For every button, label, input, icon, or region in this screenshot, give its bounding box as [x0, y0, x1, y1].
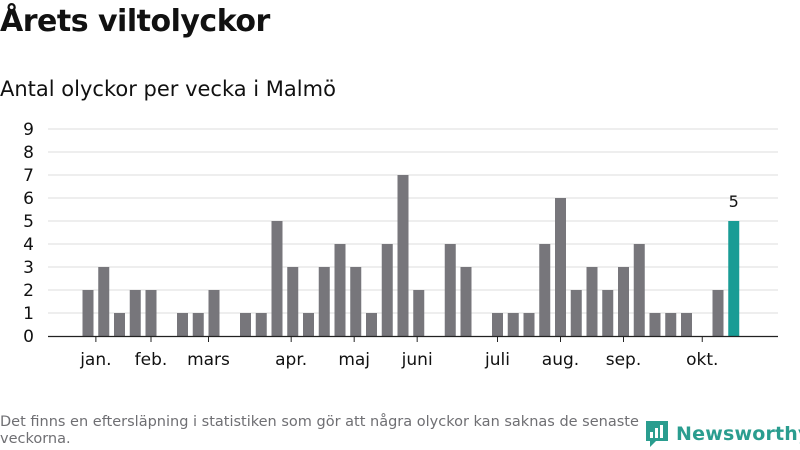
bar: [240, 313, 251, 336]
brand-logo[interactable]: Newsworthy: [644, 418, 800, 450]
bar: [507, 313, 519, 336]
bar: [381, 244, 393, 336]
bar: [681, 313, 692, 336]
x-tick-label: apr.: [275, 350, 307, 370]
y-tick-label: 1: [23, 304, 34, 324]
footnote: Det finns en eftersläpning i statistiken…: [0, 414, 639, 447]
bar: [350, 267, 362, 336]
bar: [334, 244, 346, 336]
chart-title: Årets viltolyckor: [0, 4, 270, 39]
x-tick-label: juli: [484, 350, 510, 370]
bar: [633, 244, 645, 336]
x-tick-label: jan.: [79, 350, 111, 370]
x-tick-label: okt.: [686, 350, 718, 370]
bar: [555, 198, 566, 336]
bar: [397, 175, 409, 336]
bar: [129, 290, 141, 336]
x-tick-label: sep.: [606, 350, 642, 370]
bar: [145, 290, 157, 336]
bar: [271, 221, 283, 336]
bar: [602, 290, 614, 336]
y-tick-label: 6: [23, 189, 34, 209]
bar: [366, 313, 377, 336]
y-tick-label: 5: [23, 212, 34, 232]
bar: [192, 313, 204, 336]
bar: [208, 290, 220, 336]
bar: [114, 313, 125, 336]
bar: [177, 313, 188, 336]
data-label: 5: [729, 192, 739, 211]
bar: [255, 313, 267, 336]
brand-name: Newsworthy: [676, 423, 800, 445]
bar: [649, 313, 661, 336]
bar: [618, 267, 629, 336]
bar: [303, 313, 314, 336]
chart-subtitle: Antal olyckor per vecka i Malmö: [0, 77, 336, 101]
bar: [413, 290, 425, 336]
y-tick-label: 7: [23, 166, 34, 186]
bar: [712, 290, 724, 336]
y-tick-label: 0: [23, 327, 34, 347]
bar: [492, 313, 503, 336]
y-tick-label: 2: [23, 281, 34, 301]
x-tick-label: aug.: [542, 350, 579, 370]
bar: [287, 267, 299, 336]
bar: [98, 267, 110, 336]
bar: [586, 267, 598, 336]
y-tick-label: 3: [23, 258, 34, 278]
y-tick-label: 9: [23, 120, 34, 140]
x-tick-label: feb.: [135, 350, 168, 370]
bar: [523, 313, 535, 336]
bar: [570, 290, 582, 336]
x-tick-label: mars: [187, 350, 230, 370]
bar: [82, 290, 94, 336]
x-tick-label: juni: [401, 350, 433, 370]
bar: [444, 244, 456, 336]
y-tick-label: 8: [23, 143, 34, 163]
x-tick-label: maj: [338, 350, 370, 370]
y-tick-label: 4: [23, 235, 34, 255]
bar-highlight: [728, 221, 740, 336]
bar: [460, 267, 472, 336]
newsworthy-logo-icon: [646, 421, 668, 447]
bar: [539, 244, 551, 336]
bar: [318, 267, 330, 336]
bar: [665, 313, 677, 336]
